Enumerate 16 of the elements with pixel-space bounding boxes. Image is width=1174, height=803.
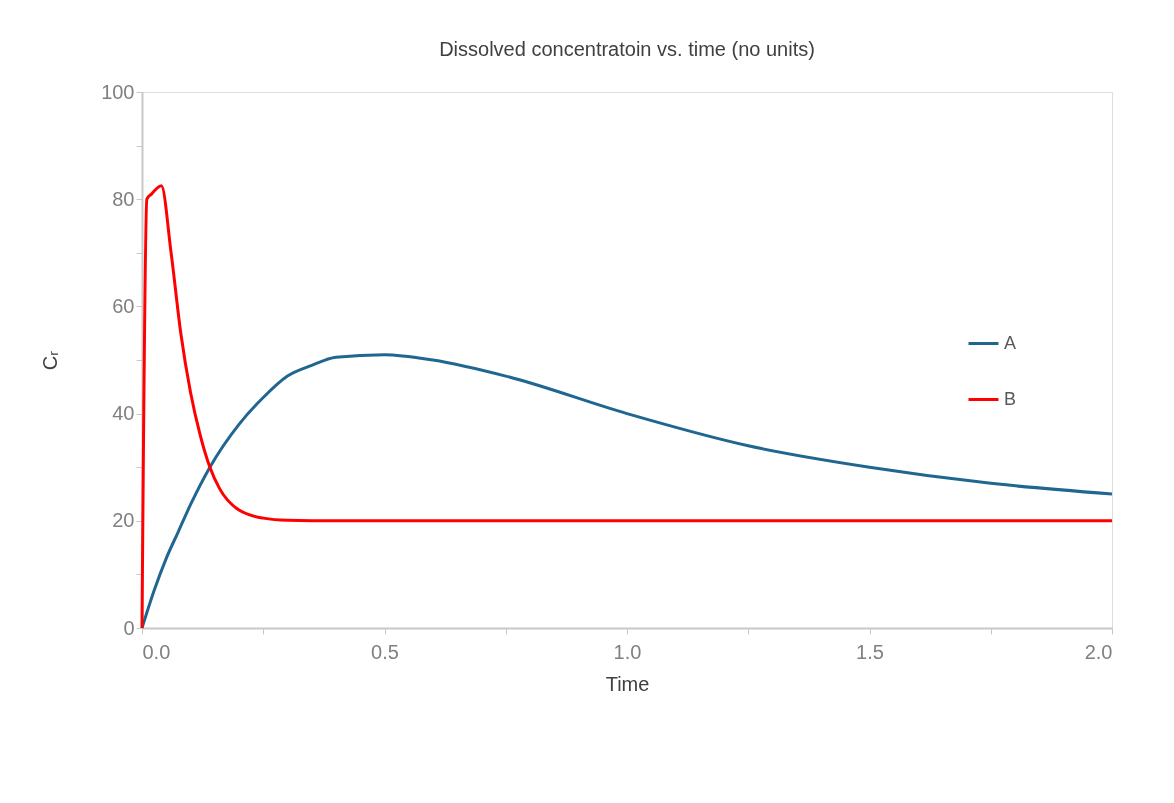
y-tick-label: 20 (112, 509, 135, 532)
chart-title: Dissolved concentratoin vs. time (no units) (439, 38, 815, 60)
y-tick-label: 40 (112, 402, 135, 425)
x-tick-label: 1.5 (856, 640, 884, 663)
y-axis-title: Cᵣ (39, 350, 62, 371)
y-tick-label: 60 (112, 294, 135, 317)
y-tick-label: 100 (101, 80, 135, 103)
y-tick-label: 0 (123, 616, 135, 639)
x-axis-title: Time (605, 672, 650, 695)
x-tick-label: 1.0 (613, 640, 642, 663)
legend-label: A (1004, 332, 1017, 353)
x-tick-label: 0.5 (371, 640, 399, 663)
legend-label: B (1004, 388, 1017, 409)
y-tick-label: 80 (112, 187, 135, 210)
x-tick-label: 0.0 (142, 640, 171, 663)
x-tick-label: 2.0 (1084, 640, 1113, 663)
